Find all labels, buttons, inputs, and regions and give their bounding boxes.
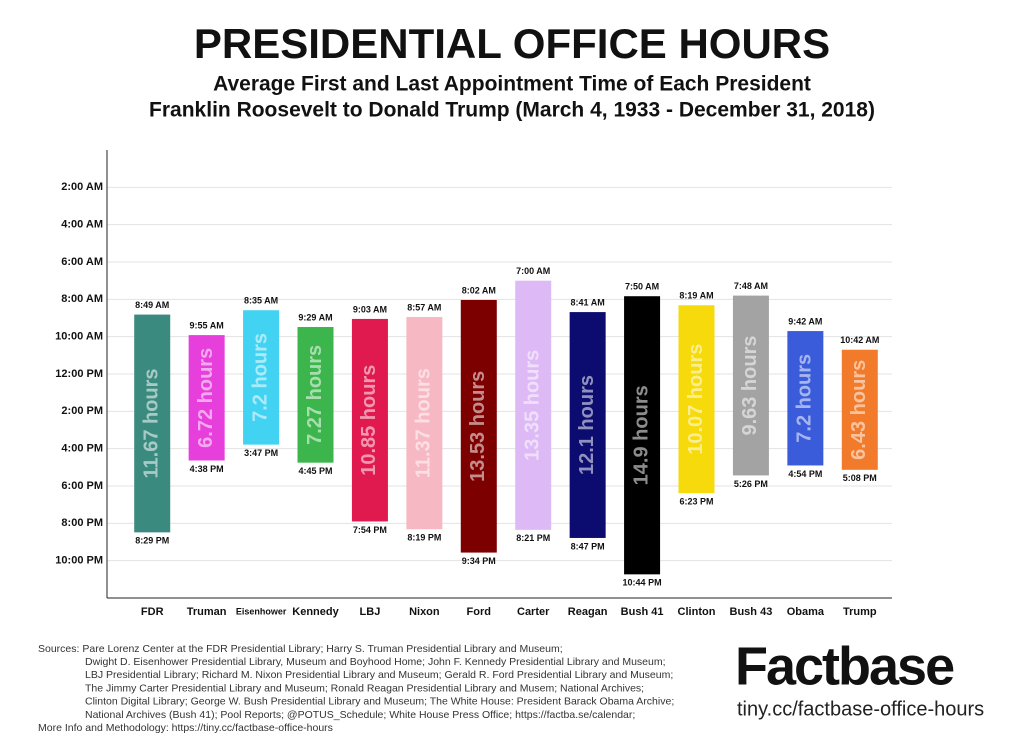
bar <box>297 327 334 463</box>
x-tick-label: Bush 41 <box>621 606 664 618</box>
x-tick-label: Trump <box>843 606 877 618</box>
source-line: The Jimmy Carter Presidential Library an… <box>85 682 644 694</box>
y-tick-label: 4:00 AM <box>61 219 103 231</box>
duration-label: 6.43 hours <box>848 360 870 460</box>
end-label: 4:54 PM <box>788 469 822 479</box>
end-label: 8:47 PM <box>571 541 605 551</box>
end-label: 5:26 PM <box>734 479 768 489</box>
bar <box>787 331 824 466</box>
x-tick-label: LBJ <box>360 606 381 618</box>
duration-label: 7.27 hours <box>304 345 326 445</box>
start-label: 8:49 AM <box>135 300 169 310</box>
duration-label: 9.63 hours <box>739 335 761 435</box>
bar <box>243 310 280 445</box>
start-label: 10:42 AM <box>840 335 879 345</box>
bar <box>678 305 715 494</box>
end-label: 8:19 PM <box>407 533 441 543</box>
y-tick-label: 6:00 AM <box>61 256 103 268</box>
duration-label: 10.85 hours <box>358 365 380 476</box>
start-label: 8:02 AM <box>462 285 496 295</box>
end-label: 10:44 PM <box>623 578 662 588</box>
source-line: Dwight D. Eisenhower Presidential Librar… <box>85 656 666 668</box>
end-label: 9:34 PM <box>462 556 496 566</box>
duration-label: 10.07 hours <box>685 344 707 455</box>
x-tick-label: Bush 43 <box>730 606 773 618</box>
start-label: 7:50 AM <box>625 282 659 292</box>
x-tick-label: Eisenhower <box>236 606 287 616</box>
end-label: 8:29 PM <box>135 536 169 546</box>
bar <box>515 280 552 530</box>
y-tick-label: 12:00 PM <box>55 368 103 380</box>
duration-label: 12.1 hours <box>576 375 598 475</box>
x-tick-label: Obama <box>787 606 825 618</box>
y-tick-label: 2:00 PM <box>61 405 103 417</box>
source-line: Clinton Digital Library; George W. Bush … <box>85 696 674 708</box>
duration-label: 13.35 hours <box>521 350 543 461</box>
end-label: 3:47 PM <box>244 448 278 458</box>
duration-label: 13.53 hours <box>467 371 489 482</box>
x-tick-label: Kennedy <box>292 606 339 618</box>
subtitle: Average First and Last Appointment Time … <box>213 73 811 96</box>
source-line: LBJ Presidential Library; Richard M. Nix… <box>85 669 673 681</box>
x-tick-label: Reagan <box>568 606 608 618</box>
y-tick-label: 4:00 PM <box>61 443 103 455</box>
x-tick-label: Ford <box>467 606 491 618</box>
end-label: 7:54 PM <box>353 525 387 535</box>
bar <box>351 318 388 522</box>
bar <box>188 335 225 461</box>
duration-label: 11.37 hours <box>413 368 435 478</box>
source-line: More Info and Methodology: https://tiny.… <box>38 722 333 734</box>
end-label: 5:08 PM <box>843 473 877 483</box>
start-label: 8:19 AM <box>679 291 713 301</box>
start-label: 9:42 AM <box>788 316 822 326</box>
duration-label: 11.67 hours <box>140 368 162 478</box>
y-tick-label: 2:00 AM <box>61 181 103 193</box>
end-label: 6:23 PM <box>679 497 713 507</box>
y-tick-label: 8:00 PM <box>61 517 103 529</box>
duration-label: 7.2 hours <box>794 354 816 443</box>
start-label: 7:00 AM <box>516 266 550 276</box>
start-label: 8:57 AM <box>407 302 441 312</box>
subtitle: Franklin Roosevelt to Donald Trump (Marc… <box>149 99 875 122</box>
bar <box>624 296 661 575</box>
y-tick-label: 6:00 PM <box>61 480 103 492</box>
logo: Factbase <box>735 636 954 696</box>
duration-label: 14.9 hours <box>630 385 652 485</box>
bar <box>732 295 769 476</box>
duration-label: 7.2 hours <box>249 333 271 422</box>
chart-title: PRESIDENTIAL OFFICE HOURS <box>194 20 830 67</box>
x-tick-label: Carter <box>517 606 550 618</box>
end-label: 8:21 PM <box>516 533 550 543</box>
source-line: Sources: Pare Lorenz Center at the FDR P… <box>38 643 563 655</box>
y-tick-label: 10:00 AM <box>55 331 103 343</box>
bar <box>569 312 606 538</box>
x-tick-label: Nixon <box>409 606 440 618</box>
y-tick-label: 10:00 PM <box>55 555 103 567</box>
bar <box>460 299 497 553</box>
start-label: 9:29 AM <box>298 312 332 322</box>
bar <box>134 314 171 533</box>
source-line: National Archives (Bush 41); Pool Report… <box>85 709 635 721</box>
end-label: 4:45 PM <box>298 466 332 476</box>
start-label: 8:41 AM <box>571 297 605 307</box>
duration-label: 6.72 hours <box>195 348 217 448</box>
start-label: 9:55 AM <box>190 320 224 330</box>
url: tiny.cc/factbase-office-hours <box>737 698 984 720</box>
bar <box>406 317 443 530</box>
end-label: 4:38 PM <box>190 464 224 474</box>
start-label: 9:03 AM <box>353 304 387 314</box>
start-label: 8:35 AM <box>244 296 278 306</box>
bar <box>841 349 878 470</box>
y-tick-label: 8:00 AM <box>61 293 103 305</box>
x-tick-label: Truman <box>187 606 227 618</box>
x-tick-label: Clinton <box>678 606 716 618</box>
start-label: 7:48 AM <box>734 281 768 291</box>
x-tick-label: FDR <box>141 606 164 618</box>
